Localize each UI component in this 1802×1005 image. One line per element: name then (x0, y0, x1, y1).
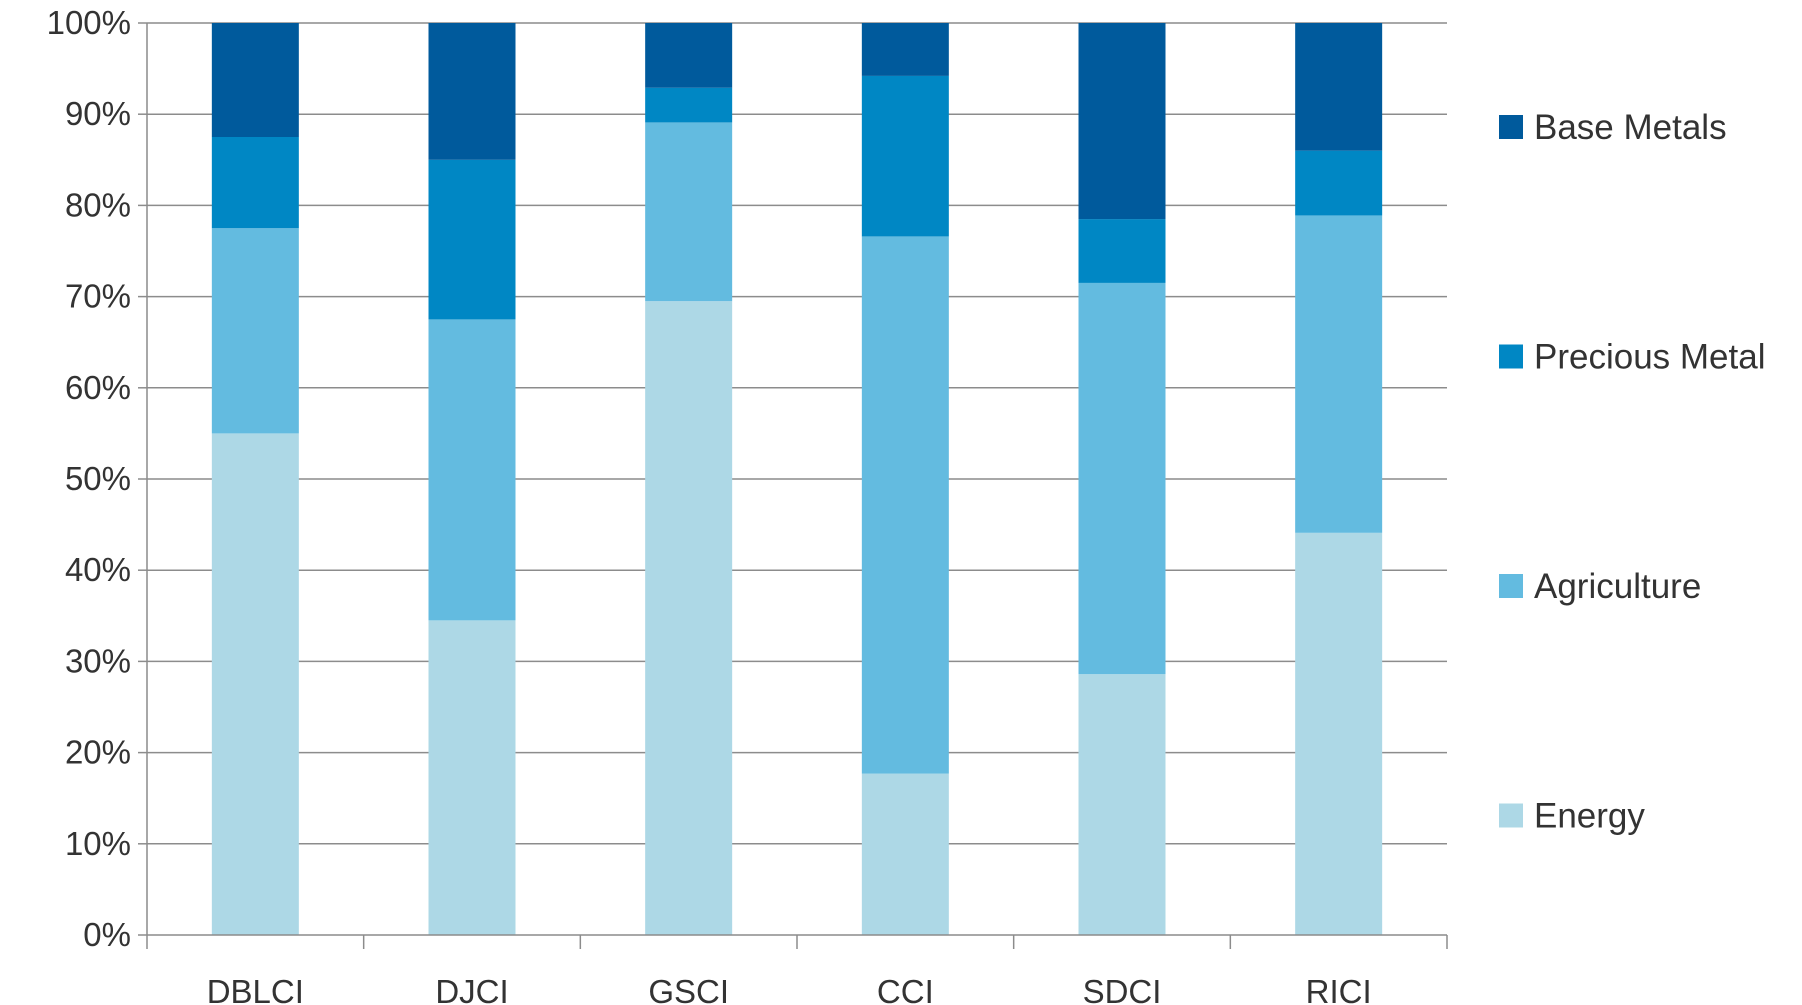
legend-label: Precious Metal (1534, 338, 1765, 377)
x-tick-label: DJCI (435, 973, 508, 1005)
bar-segment-energy (645, 301, 733, 935)
bar-segment-energy (211, 433, 299, 935)
x-tick-label: GSCI (648, 973, 729, 1005)
bar-segment-energy (1295, 532, 1383, 935)
y-tick-label: 70% (65, 278, 131, 315)
bar-segment-base-metals (861, 23, 949, 76)
y-tick-label: 40% (65, 551, 131, 588)
y-tick-label: 0% (83, 916, 131, 953)
bar-segment-energy (861, 773, 949, 935)
bar-segment-precious-metal (211, 137, 299, 229)
legend-swatch (1499, 344, 1523, 369)
bar-segment-agriculture (428, 319, 516, 621)
bar-segment-agriculture (1295, 215, 1383, 533)
bar-segment-precious-metal (1078, 219, 1166, 283)
legend-label: Agriculture (1534, 567, 1701, 606)
y-tick-label: 10% (65, 825, 131, 862)
y-tick-label: 20% (65, 734, 131, 771)
y-tick-label: 50% (65, 460, 131, 497)
bar-segment-agriculture (1078, 282, 1166, 675)
x-tick-label: CCI (877, 973, 934, 1005)
bar-segment-precious-metal (428, 159, 516, 320)
bar-segment-energy (428, 620, 516, 935)
bar-segment-agriculture (645, 122, 733, 302)
bar-segment-base-metals (211, 23, 299, 137)
x-tick-label: DBLCI (207, 973, 304, 1005)
gridlines (147, 22, 1447, 845)
legend: Base Metals Precious Metal Agriculture Ener… (1499, 108, 1765, 836)
bar-segment-base-metals (1078, 23, 1166, 220)
bars (211, 23, 1383, 935)
legend-label: Base Metals (1534, 108, 1727, 147)
y-axis-tick-labels: 0% 10% 20% 30% 40% 50% 60% 70% 80% 90% 100% (47, 4, 131, 953)
y-tick-label: 80% (65, 186, 131, 223)
y-tick-label: 90% (65, 95, 131, 132)
bar-segment-agriculture (211, 228, 299, 434)
x-axis-tick-labels: DBLCI DJCI GSCI CCI SDCI RICI (207, 973, 1372, 1005)
y-tick-label: 60% (65, 369, 131, 406)
bar-segment-base-metals (1295, 23, 1383, 151)
legend-swatch (1499, 574, 1523, 598)
bar-segment-base-metals (428, 23, 516, 160)
legend-swatch (1499, 115, 1523, 139)
bar-segment-agriculture (861, 236, 949, 774)
legend-label: Energy (1534, 797, 1645, 836)
y-tick-label: 100% (47, 4, 131, 41)
x-tick-label: RICI (1306, 973, 1372, 1005)
y-tick-label: 30% (65, 642, 131, 679)
bar-segment-base-metals (645, 23, 733, 88)
bar-segment-precious-metal (645, 87, 733, 123)
bar-segment-energy (1078, 674, 1166, 935)
legend-swatch (1499, 803, 1523, 828)
axes (138, 22, 1448, 949)
bar-segment-precious-metal (861, 75, 949, 237)
bar-segment-precious-metal (1295, 150, 1383, 216)
x-tick-label: SDCI (1083, 973, 1162, 1005)
